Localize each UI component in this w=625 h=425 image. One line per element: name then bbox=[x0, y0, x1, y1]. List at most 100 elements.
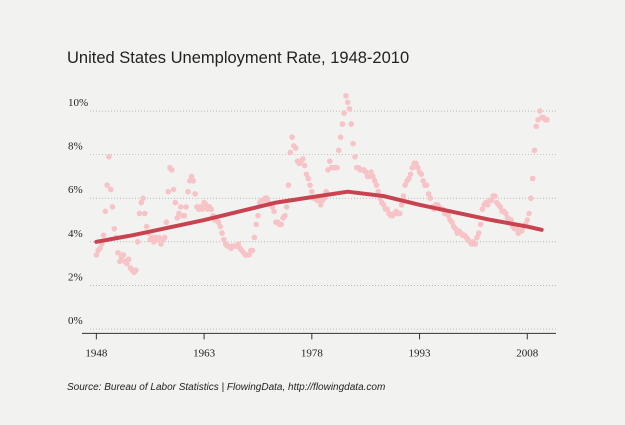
data-point bbox=[217, 223, 224, 230]
source-note: Source: Bureau of Labor Statistics | Flo… bbox=[67, 382, 385, 393]
data-point bbox=[174, 215, 180, 221]
data-point bbox=[255, 212, 261, 219]
data-point bbox=[529, 175, 536, 182]
data-point bbox=[339, 121, 346, 127]
data-point bbox=[384, 206, 391, 212]
data-point bbox=[106, 154, 112, 160]
y-tick-label: 8% bbox=[68, 141, 83, 153]
data-point bbox=[528, 195, 534, 202]
data-point bbox=[181, 212, 188, 219]
data-point bbox=[285, 182, 292, 188]
data-point bbox=[208, 206, 215, 212]
data-point bbox=[409, 164, 416, 171]
data-point bbox=[188, 173, 195, 180]
data-point bbox=[524, 217, 531, 223]
data-point bbox=[235, 241, 242, 247]
data-point bbox=[143, 223, 150, 230]
data-point bbox=[142, 210, 148, 217]
data-point bbox=[111, 225, 118, 232]
data-point bbox=[348, 121, 355, 127]
data-point bbox=[371, 177, 378, 184]
data-point bbox=[402, 182, 408, 188]
data-point bbox=[368, 169, 374, 175]
data-point bbox=[425, 191, 432, 197]
data-point bbox=[185, 188, 191, 195]
data-point bbox=[246, 252, 252, 258]
data-point bbox=[199, 206, 206, 212]
x-tick-label: 1963 bbox=[193, 347, 216, 359]
data-point bbox=[158, 241, 164, 247]
data-point bbox=[335, 147, 342, 154]
data-point bbox=[307, 182, 313, 188]
data-point bbox=[305, 175, 312, 182]
data-point bbox=[253, 221, 259, 228]
data-point bbox=[346, 106, 353, 112]
data-point bbox=[420, 177, 426, 184]
data-point bbox=[215, 219, 222, 226]
data-point bbox=[519, 228, 525, 234]
data-point bbox=[449, 219, 455, 226]
x-tick-label: 1993 bbox=[409, 347, 432, 359]
y-tick-label: 0% bbox=[68, 315, 83, 327]
data-point bbox=[170, 186, 177, 193]
data-point bbox=[264, 195, 270, 202]
data-point bbox=[544, 116, 550, 123]
data-point bbox=[531, 147, 538, 154]
data-point bbox=[488, 197, 495, 204]
data-point bbox=[107, 186, 114, 193]
data-point bbox=[474, 234, 480, 241]
data-point bbox=[537, 108, 543, 114]
data-point bbox=[309, 188, 315, 195]
data-point bbox=[249, 247, 256, 254]
data-point bbox=[479, 206, 486, 212]
data-point bbox=[136, 210, 143, 217]
data-point bbox=[344, 99, 351, 106]
data-point bbox=[414, 164, 421, 171]
data-point bbox=[472, 241, 479, 247]
data-point bbox=[413, 160, 419, 167]
data-point bbox=[300, 156, 306, 162]
data-point bbox=[283, 204, 290, 210]
data-point bbox=[301, 162, 308, 169]
data-point bbox=[138, 199, 145, 206]
data-point bbox=[97, 245, 103, 252]
data-point bbox=[278, 221, 285, 228]
data-point bbox=[172, 199, 179, 206]
data-point bbox=[303, 171, 310, 178]
data-point bbox=[405, 175, 412, 182]
data-point bbox=[163, 219, 170, 226]
data-point bbox=[380, 201, 387, 208]
x-tick-label: 1948 bbox=[85, 347, 108, 359]
data-point bbox=[427, 195, 434, 202]
data-point bbox=[183, 204, 189, 210]
data-point bbox=[502, 210, 509, 217]
data-point bbox=[221, 236, 227, 243]
data-point bbox=[124, 260, 130, 267]
y-tick-label: 2% bbox=[68, 271, 83, 283]
chart-title: United States Unemployment Rate, 1948-20… bbox=[67, 49, 409, 67]
data-point bbox=[120, 252, 127, 258]
data-point bbox=[370, 173, 376, 180]
data-point bbox=[423, 182, 430, 188]
trend-line bbox=[94, 189, 544, 244]
data-point bbox=[334, 164, 340, 171]
data-point bbox=[292, 145, 299, 151]
y-tick-label: 10% bbox=[68, 97, 88, 109]
data-point bbox=[497, 204, 504, 210]
data-point bbox=[134, 239, 141, 245]
data-point bbox=[289, 134, 295, 140]
data-point bbox=[445, 212, 452, 219]
data-point bbox=[373, 182, 380, 188]
x-tick-label: 1978 bbox=[301, 347, 324, 359]
data-point bbox=[492, 193, 498, 199]
data-point bbox=[400, 193, 407, 199]
data-point bbox=[93, 252, 100, 258]
data-point bbox=[533, 123, 540, 130]
data-point bbox=[484, 201, 491, 208]
data-point bbox=[115, 249, 121, 256]
data-point bbox=[526, 210, 532, 217]
data-point bbox=[133, 267, 139, 273]
data-point bbox=[362, 169, 369, 175]
y-tick-label: 6% bbox=[68, 184, 83, 196]
